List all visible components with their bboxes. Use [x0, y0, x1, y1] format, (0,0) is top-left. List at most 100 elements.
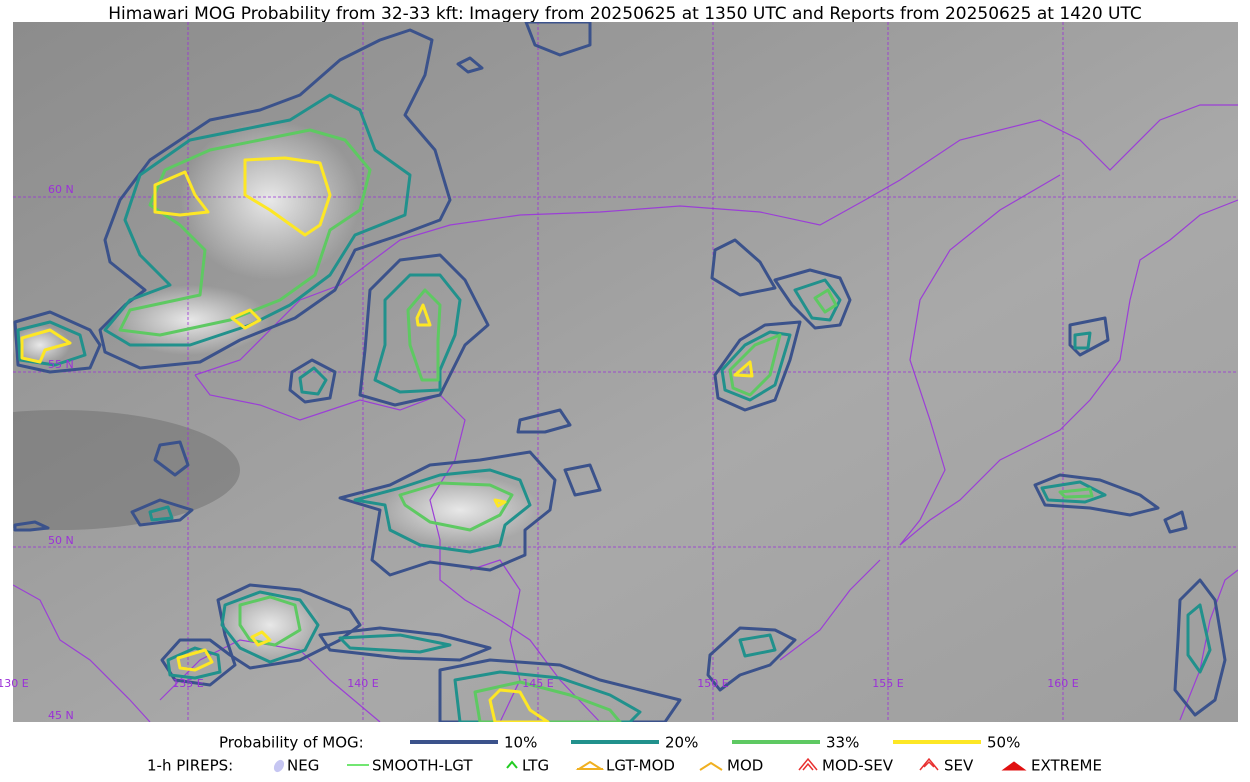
contour-20: [338, 633, 452, 654]
pirep-icon: [919, 757, 939, 771]
cloud: [380, 475, 540, 545]
pirep-icon: [506, 760, 518, 769]
contours: [13, 22, 1227, 722]
pirep-icon: [798, 757, 818, 771]
contour-20: [16, 320, 87, 367]
lon-label: 130 E: [0, 677, 29, 690]
legend-label: 50%: [987, 734, 1020, 752]
graticule-labels: 60 N 55 N 50 N 45 N 130 E 135 E 140 E 145 E 150 …: [0, 183, 1079, 722]
lon-label: 155 E: [872, 677, 903, 690]
legend-label: SMOOTH-LGT: [372, 757, 473, 775]
contour-10: [288, 358, 337, 404]
lon-label: 160 E: [1047, 677, 1078, 690]
contour-20: [148, 505, 174, 522]
contour-10: [710, 238, 777, 297]
contour-10: [516, 408, 572, 434]
legend-label: 20%: [665, 734, 698, 752]
contour-10: [358, 253, 490, 407]
pirep-icon: [699, 761, 723, 771]
contour-50: [176, 648, 214, 672]
contour-50: [493, 498, 507, 508]
contour-50: [243, 156, 332, 237]
contour-20: [1186, 603, 1212, 674]
contour-10: [773, 268, 852, 330]
contour-20: [453, 670, 642, 722]
pirep-icon: [1001, 761, 1027, 771]
contour-50: [20, 328, 72, 364]
contour-10: [13, 310, 102, 374]
legend-label: 33%: [826, 734, 859, 752]
lat-label: 55 N: [48, 358, 74, 371]
contour-10: [98, 28, 452, 370]
legend-label: SEV: [944, 757, 974, 775]
contour-10: [713, 320, 802, 412]
contour-33: [1058, 487, 1094, 499]
contour-33: [406, 288, 442, 382]
pirep-symbol: [273, 759, 285, 773]
contour-33: [728, 333, 782, 397]
pirep-symbol: [506, 760, 518, 769]
contour-10: [153, 440, 190, 477]
contour-10: [1033, 473, 1160, 517]
contour-50: [250, 630, 272, 647]
contour-20: [298, 366, 328, 396]
legend-label: MOD: [727, 757, 763, 775]
contour-20: [353, 468, 532, 554]
coastlines: [13, 104, 1238, 722]
contour-20: [166, 646, 222, 680]
contour-50: [488, 688, 550, 722]
contour-10: [1068, 316, 1110, 357]
legend-label: EXTREME: [1031, 757, 1102, 775]
pirep-symbol: [1001, 761, 1027, 771]
contour-20: [1073, 331, 1092, 350]
legend-label: NEG: [287, 757, 319, 775]
contour-10: [706, 626, 797, 692]
contour-33: [398, 481, 514, 532]
contour-10: [1163, 510, 1188, 534]
contour-20: [1040, 480, 1107, 504]
contour-33: [238, 595, 302, 647]
contour-10: [160, 583, 362, 687]
contour-10: [1173, 578, 1227, 717]
lon-label: 135 E: [172, 677, 203, 690]
lon-label: 150 E: [697, 677, 728, 690]
contour-33: [813, 288, 838, 314]
contour-50: [230, 308, 262, 330]
lon-label: 140 E: [347, 677, 378, 690]
legend-label: LGT-MOD: [606, 757, 675, 775]
pirep-symbol: [575, 760, 605, 770]
contour-10: [524, 22, 592, 57]
legend-label: 10%: [504, 734, 537, 752]
contour-33: [118, 128, 372, 337]
cloud: [180, 120, 360, 280]
contour-10: [13, 520, 50, 532]
contour-33: [473, 680, 622, 722]
cloud: [110, 285, 270, 355]
lat-label: 50 N: [48, 534, 74, 547]
lat-label: 45 N: [48, 709, 74, 722]
contour-10: [438, 658, 682, 722]
pirep-icon: [575, 760, 605, 770]
contour-20: [738, 633, 777, 658]
legend-title: 1-h PIREPS:: [147, 757, 233, 775]
contour-10: [338, 450, 557, 577]
legend: Probability of MOG: 10% 20% 33% 50% 1-h PIREP…: [147, 734, 1102, 775]
pirep-symbol: [699, 761, 723, 771]
contour-50: [733, 360, 754, 378]
dark-area: [13, 410, 240, 530]
contour-20: [793, 278, 842, 322]
map: [13, 22, 1238, 722]
pirep-icon: [273, 759, 285, 773]
contour-10: [456, 56, 484, 74]
contour-50: [153, 170, 210, 217]
contour-10: [318, 626, 492, 662]
contour-10: [130, 498, 194, 527]
legend-label: LTG: [522, 757, 549, 775]
contour-50: [415, 303, 432, 327]
pirep-symbol: [798, 757, 818, 771]
contour-20: [373, 273, 462, 394]
pirep-symbol: [919, 757, 939, 771]
contour-10: [563, 463, 602, 497]
lat-label: 60 N: [48, 183, 74, 196]
